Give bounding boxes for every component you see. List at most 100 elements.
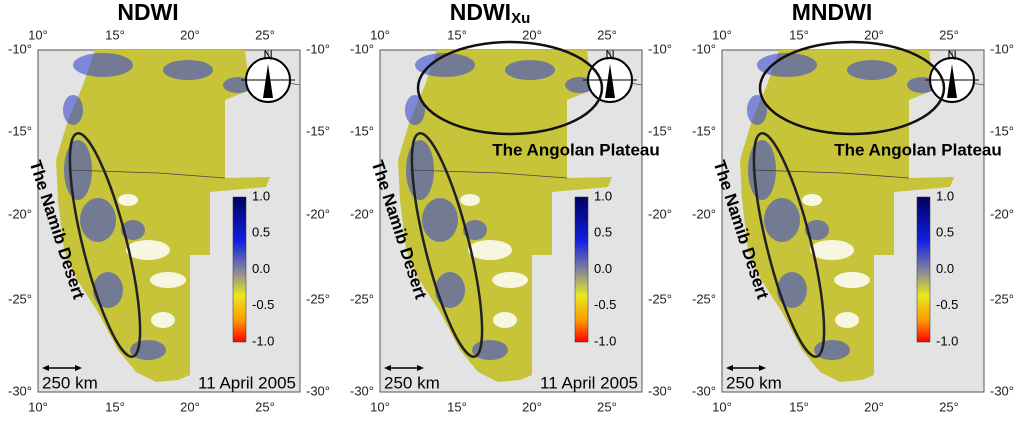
nodata-patch: [150, 272, 186, 288]
lat-tick-label: -25°: [8, 291, 32, 306]
scale-arrowhead: [384, 365, 391, 371]
namib-ellipse: [68, 132, 142, 358]
nodata-patch: [835, 312, 859, 328]
lat-tick-label: -30°: [692, 383, 716, 398]
compass-label: N: [947, 47, 956, 62]
colorbar-tick-label: -0.5: [936, 297, 958, 312]
lon-tick-label: 25°: [597, 399, 617, 414]
nodata-patch: [118, 194, 138, 206]
colorbar-tick-label: 0.5: [594, 225, 612, 240]
namib-ellipse: [410, 132, 484, 358]
scale-arrowhead: [726, 365, 733, 371]
title-main: NDWI: [450, 0, 511, 25]
plateau-label: The Angolan Plateau: [834, 140, 1002, 159]
lat-tick-label: -30°: [350, 383, 374, 398]
colorbar-tick-label: 0.5: [252, 225, 270, 240]
colorbar: [574, 196, 589, 343]
lat-tick-label: -10°: [350, 41, 374, 56]
water-patch: [777, 272, 807, 308]
date-label: 11 April 2005: [540, 373, 638, 392]
lon-tick-label: 15°: [789, 399, 809, 414]
colorbar-tick-label: 0.0: [936, 261, 954, 276]
colorbar-tick-label: 1.0: [252, 188, 270, 203]
lat-tick-label: -10°: [990, 41, 1014, 56]
map-panel: 10° 10° 15° 15° 20° 20° 25° 25° -10° -10° -15° -15°…: [350, 27, 672, 414]
lat-tick-label: -20°: [8, 206, 32, 221]
scale-label: 250 km: [384, 373, 440, 392]
lon-tick-label: 10°: [370, 27, 390, 42]
lat-tick-label: -15°: [8, 123, 32, 138]
lat-tick-label: -30°: [8, 383, 32, 398]
lon-tick-label: 10°: [28, 399, 48, 414]
border-line: [409, 169, 568, 179]
colorbar-tick-label: -1.0: [936, 333, 958, 348]
lat-tick-label: -15°: [692, 123, 716, 138]
water-patch: [764, 198, 800, 242]
panel-title: NDWIXu: [450, 0, 531, 27]
lon-tick-label: 10°: [28, 27, 48, 42]
map-panel: 10° 10° 15° 15° 20° 20° 25° 25° -10° -10° -15° -15°…: [692, 27, 1014, 414]
scale-arrowhead: [759, 365, 766, 371]
nodata-patch: [468, 240, 512, 260]
colorbar-tick-label: 1.0: [936, 188, 954, 203]
lon-tick-label: 15°: [789, 27, 809, 42]
lat-tick-label: -10°: [692, 41, 716, 56]
lat-tick-label: -30°: [648, 383, 672, 398]
lon-tick-label: 20°: [522, 27, 542, 42]
lat-tick-label: -20°: [990, 206, 1014, 221]
compass-needle: [263, 64, 273, 98]
lon-tick-label: 10°: [712, 399, 732, 414]
compass: N: [241, 47, 295, 103]
lat-tick-label: -20°: [306, 206, 330, 221]
title-main: NDWI: [117, 0, 178, 25]
nodata-patch: [151, 312, 175, 328]
lat-tick-label: -25°: [648, 291, 672, 306]
namib-ellipse: [752, 132, 826, 358]
water-patch: [435, 272, 465, 308]
scale-label: 250 km: [42, 373, 98, 392]
water-patch: [405, 95, 425, 125]
lon-tick-label: 20°: [864, 27, 884, 42]
water-patch: [121, 220, 145, 240]
lat-tick-label: -20°: [648, 206, 672, 221]
compass-needle: [605, 64, 615, 98]
water-patch: [73, 53, 133, 77]
plateau-label: The Angolan Plateau: [492, 140, 660, 159]
lon-tick-label: 25°: [255, 27, 275, 42]
water-patch: [505, 60, 555, 80]
border-line: [751, 169, 910, 179]
title-subscript: Xu: [511, 10, 530, 27]
colorbar-tick-label: -0.5: [252, 297, 274, 312]
nodata-patch: [810, 240, 854, 260]
nodata-patch: [493, 312, 517, 328]
compass-label: N: [605, 47, 614, 62]
scale-arrowhead: [417, 365, 424, 371]
nodata-patch: [460, 194, 480, 206]
nodata-patch: [492, 272, 528, 288]
lat-tick-label: -25°: [692, 291, 716, 306]
water-patch: [814, 340, 850, 360]
water-patch: [422, 198, 458, 242]
compass: N: [583, 47, 637, 103]
map-panel: 10° 10° 15° 15° 20° 20° 25° 25° -10° -10° -15° -15°…: [8, 27, 330, 414]
lat-tick-label: -25°: [306, 291, 330, 306]
panel-title: MNDWI: [792, 0, 872, 25]
colorbar: [916, 196, 931, 343]
panel-title: NDWI: [117, 0, 178, 25]
water-patch: [463, 220, 487, 240]
lat-tick-label: -10°: [8, 41, 32, 56]
nodata-patch: [834, 272, 870, 288]
nodata-patch: [802, 194, 822, 206]
colorbar-tick-label: -1.0: [252, 333, 274, 348]
scale-label: 250 km: [726, 373, 782, 392]
water-patch: [805, 220, 829, 240]
plateau-ellipse: [416, 40, 604, 136]
lon-tick-label: 25°: [939, 399, 959, 414]
lat-tick-label: -30°: [306, 383, 330, 398]
lon-tick-label: 20°: [180, 399, 200, 414]
lon-tick-label: 15°: [105, 27, 125, 42]
colorbar-tick-label: -0.5: [594, 297, 616, 312]
water-patch: [747, 95, 767, 125]
scale-arrowhead: [42, 365, 49, 371]
